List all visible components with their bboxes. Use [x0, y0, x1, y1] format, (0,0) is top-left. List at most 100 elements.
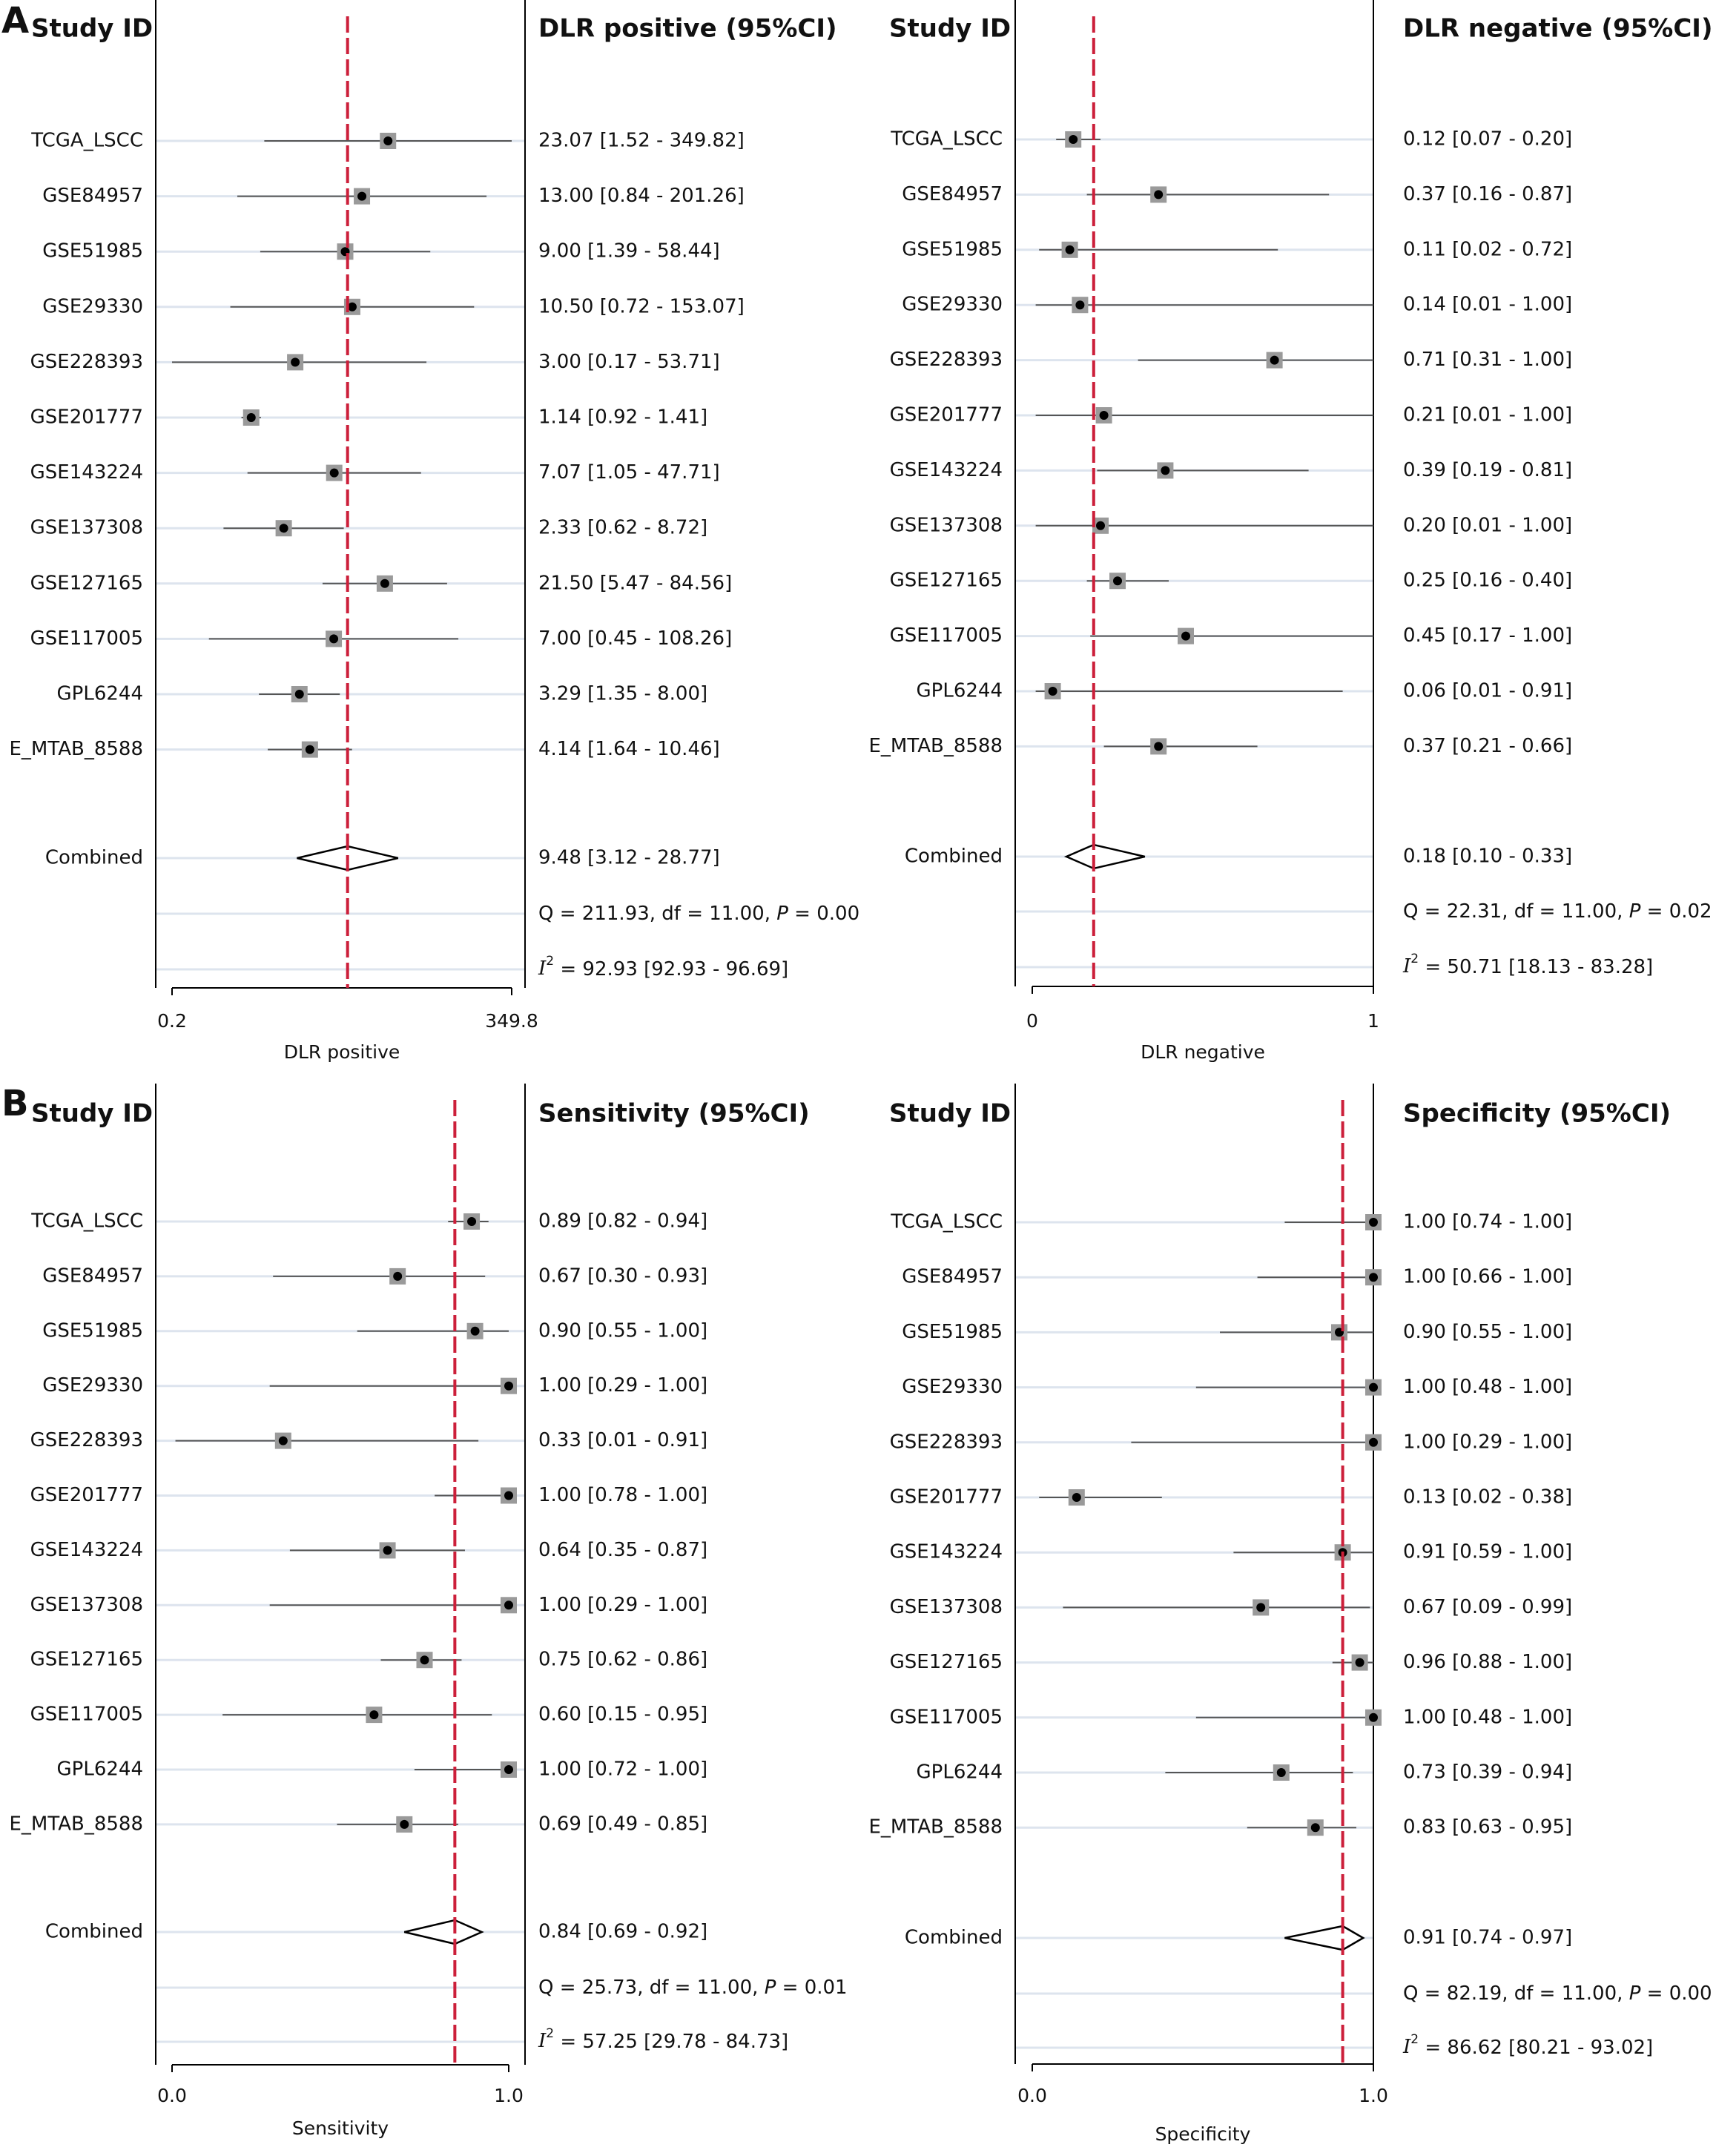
estimate-ci-label: 3.00 [0.17 - 53.71] [538, 351, 720, 373]
study-row: GPL6244 1.00 [0.72 - 1.00] [57, 1758, 708, 1781]
header-estimate: DLR negative (95%CI) [1403, 14, 1712, 44]
combined-label: Combined [45, 1921, 143, 1943]
study-row: GSE29330 1.00 [0.48 - 1.00] [902, 1376, 1572, 1398]
study-row: GSE201777 1.14 [0.92 - 1.41] [30, 406, 707, 429]
estimate-ci-label: 0.20 [0.01 - 1.00] [1403, 514, 1572, 536]
study-id-label: GSE137308 [890, 1596, 1003, 1618]
point-estimate [1075, 300, 1085, 310]
study-id-label: GSE228393 [30, 351, 143, 373]
header-estimate: DLR positive (95%CI) [538, 14, 837, 44]
estimate-ci-label: 0.67 [0.09 - 0.99] [1403, 1596, 1572, 1618]
point-estimate [504, 1765, 513, 1774]
study-id-label: GSE84957 [902, 183, 1003, 205]
i-symbol: I [1402, 955, 1411, 978]
point-estimate [329, 634, 339, 644]
point-estimate [1161, 466, 1170, 475]
study-id-label: E_MTAB_8588 [9, 1813, 143, 1835]
combined-estimate-label: 0.84 [0.69 - 0.92] [538, 1921, 707, 1943]
study-row: GSE228393 1.00 [0.29 - 1.00] [890, 1431, 1572, 1453]
point-estimate [393, 1271, 403, 1281]
study-row: GSE29330 10.50 [0.72 - 153.07] [42, 295, 745, 317]
estimate-ci-label: 1.00 [0.66 - 1.00] [1403, 1266, 1572, 1288]
point-estimate [1369, 1218, 1378, 1227]
study-row: GSE29330 1.00 [0.29 - 1.00] [42, 1374, 707, 1397]
study-row: GSE84957 1.00 [0.66 - 1.00] [902, 1266, 1572, 1288]
combined-diamond [403, 1919, 484, 1945]
point-estimate [467, 1217, 477, 1226]
point-estimate [1369, 1712, 1378, 1722]
study-id-label: E_MTAB_8588 [868, 735, 1003, 757]
estimate-ci-label: 0.96 [0.88 - 1.00] [1403, 1651, 1572, 1673]
i-symbol: I [538, 2030, 547, 2052]
p-symbol: P [776, 903, 788, 925]
study-id-label: GPL6244 [57, 683, 143, 705]
point-estimate [1096, 521, 1105, 530]
study-row: GSE127165 21.50 [5.47 - 84.56] [30, 572, 733, 594]
point-estimate [383, 136, 393, 145]
point-estimate [1069, 135, 1078, 144]
study-row: GSE228393 0.71 [0.31 - 1.00] [890, 349, 1572, 371]
study-row: GSE137308 0.20 [0.01 - 1.00] [890, 514, 1572, 536]
study-id-label: GPL6244 [917, 1761, 1003, 1784]
study-row: E_MTAB_8588 0.69 [0.49 - 0.85] [9, 1813, 707, 1835]
i-symbol: I [538, 957, 547, 980]
panel-label-a: A [1, 0, 30, 42]
header-study-id: Study ID [889, 1099, 1011, 1129]
estimate-ci-label: 0.39 [0.19 - 0.81] [1403, 459, 1572, 481]
study-row: GSE51985 0.90 [0.55 - 1.00] [42, 1319, 707, 1342]
study-row: GSE127165 0.25 [0.16 - 0.40] [890, 570, 1572, 592]
study-row: GSE84957 0.67 [0.30 - 0.93] [42, 1265, 707, 1287]
study-id-label: GSE137308 [30, 1594, 143, 1616]
i-superscript: 2 [546, 954, 554, 969]
point-estimate [1154, 190, 1164, 200]
study-row: GPL6244 3.29 [1.35 - 8.00] [57, 683, 708, 705]
i-superscript: 2 [1410, 952, 1419, 966]
study-row: GSE143224 7.07 [1.05 - 47.71] [30, 461, 720, 484]
estimate-ci-label: 0.11 [0.02 - 0.72] [1403, 238, 1572, 260]
study-id-label: GSE228393 [890, 349, 1003, 371]
estimate-ci-label: 13.00 [0.84 - 201.26] [538, 185, 745, 207]
x-tick-label: 0.2 [157, 1010, 187, 1032]
study-id-label: GSE117005 [30, 1704, 143, 1726]
estimate-ci-label: 0.21 [0.01 - 1.00] [1403, 404, 1572, 426]
panel-label-b: B [1, 1083, 29, 1124]
point-estimate [1181, 631, 1190, 641]
combined-label: Combined [45, 847, 143, 869]
forest-plot-2: Study ID DLR negative (95%CI) 0 1 DLR negati… [868, 0, 1712, 1063]
study-id-label: TCGA_LSCC [30, 130, 143, 152]
estimate-ci-label: 0.12 [0.07 - 0.20] [1403, 128, 1572, 151]
study-id-label: GSE201777 [30, 1484, 143, 1506]
study-id-label: GSE127165 [30, 572, 143, 594]
study-row: GSE127165 0.75 [0.62 - 0.86] [30, 1649, 707, 1671]
i-symbol: I [1402, 2036, 1411, 2058]
point-estimate [1072, 1493, 1081, 1502]
p-value: = 0.00 [788, 903, 859, 925]
estimate-ci-label: 23.07 [1.52 - 349.82] [538, 130, 745, 152]
study-id-label: GPL6244 [917, 680, 1003, 702]
study-row: GSE143224 0.91 [0.59 - 1.00] [890, 1541, 1572, 1563]
combined-label: Combined [905, 1927, 1003, 1949]
study-id-label: GSE143224 [30, 461, 143, 484]
estimate-ci-label: 0.45 [0.17 - 1.00] [1403, 624, 1572, 647]
p-value: = 0.00 [1640, 1982, 1712, 2005]
estimate-ci-label: 0.60 [0.15 - 0.95] [538, 1704, 707, 1726]
study-row: GSE117005 0.45 [0.17 - 1.00] [890, 624, 1572, 647]
i2-statistic: I2 = 50.71 [18.13 - 83.28] [1402, 952, 1653, 978]
estimate-ci-label: 1.00 [0.78 - 1.00] [538, 1484, 707, 1506]
estimate-ci-label: 0.64 [0.35 - 0.87] [538, 1539, 707, 1561]
estimate-ci-label: 0.90 [0.55 - 1.00] [1403, 1321, 1572, 1343]
estimate-ci-label: 1.00 [0.48 - 1.00] [1403, 1706, 1572, 1728]
point-estimate [369, 1710, 379, 1720]
estimate-ci-label: 0.37 [0.21 - 0.66] [1403, 735, 1572, 757]
study-id-label: E_MTAB_8588 [868, 1816, 1003, 1839]
estimate-ci-label: 1.00 [0.72 - 1.00] [538, 1758, 707, 1781]
q-statistic: Q = 22.31, df = 11.00, P = 0.02 [1403, 900, 1712, 923]
study-row: E_MTAB_8588 0.37 [0.21 - 0.66] [868, 735, 1572, 757]
estimate-ci-label: 0.25 [0.16 - 0.40] [1403, 570, 1572, 592]
study-row: TCGA_LSCC 0.12 [0.07 - 0.20] [890, 128, 1572, 151]
study-row: GSE201777 0.21 [0.01 - 1.00] [890, 404, 1572, 426]
q-statistic: Q = 25.73, df = 11.00, P = 0.01 [538, 1977, 848, 1999]
point-estimate [278, 1436, 288, 1445]
study-row: GSE117005 7.00 [0.45 - 108.26] [30, 627, 733, 650]
estimate-ci-label: 0.06 [0.01 - 0.91] [1403, 680, 1572, 702]
